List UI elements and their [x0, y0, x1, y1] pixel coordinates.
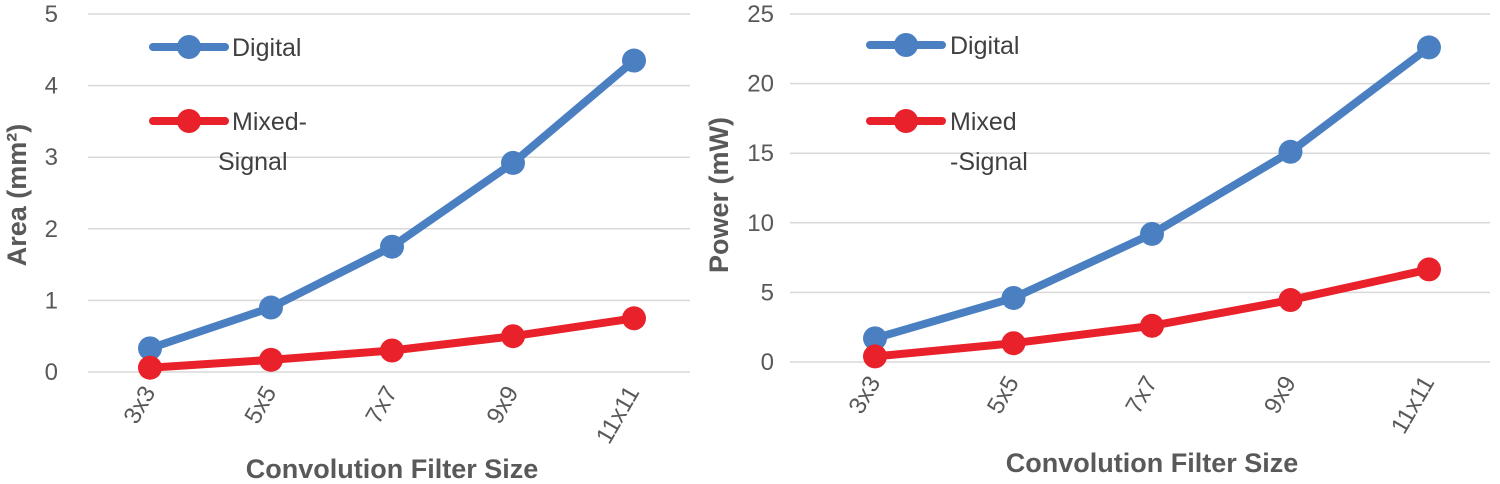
area-chart: Area (mm²) Convolution Filter Size Digit… [2, 1, 690, 484]
series-line-digital [146, 56, 638, 353]
data-point-digital [380, 234, 404, 259]
gridlines [790, 13, 1490, 363]
data-point-mixed-signal [138, 355, 162, 380]
data-point-mixed-signal [863, 344, 887, 369]
x-tick-label: 5x5 [239, 382, 282, 429]
data-point-mixed-signal [1278, 288, 1303, 313]
legend-label-digital: Digital [232, 34, 301, 62]
data-point-mixed-signal [1417, 257, 1441, 282]
y-tick-label: 3 [45, 144, 58, 171]
x-tick-label: 7x7 [360, 382, 403, 429]
y-tick-label: 0 [45, 359, 58, 386]
legend-item-mixed-signal: Mixed -Signal [866, 108, 1028, 176]
y-axis-label: Power (mW) [704, 117, 734, 273]
legend-item-mixed-signal: Mixed- Signal [149, 108, 307, 176]
y-tick-label: 25 [747, 1, 774, 28]
y-tick-label: 20 [747, 71, 774, 98]
y-axis-label: Area (mm²) [2, 124, 32, 267]
legend: Digital Mixed -Signal [866, 32, 1028, 176]
y-tick-label: 15 [747, 140, 774, 167]
legend-marker-digital [177, 35, 201, 59]
y-tick-label: 2 [45, 216, 58, 243]
x-tick-label: 3x3 [118, 382, 161, 429]
data-point-mixed-signal [380, 338, 404, 363]
x-tick-label: 5x5 [982, 372, 1025, 419]
data-point-digital [622, 48, 646, 73]
gridlines [88, 13, 690, 373]
data-point-mixed-signal [1001, 331, 1026, 356]
data-point-digital [138, 336, 162, 361]
data-point-mixed-signal [259, 347, 283, 372]
x-axis-label: Convolution Filter Size [1006, 448, 1299, 478]
y-tick-label: 1 [45, 287, 58, 314]
data-point-mixed-signal [501, 324, 525, 349]
power-chart: Power (mW) Convolution Filter Size Digit… [704, 1, 1490, 478]
legend-label-mixed-signal-line2: -Signal [950, 148, 1028, 176]
data-point-digital [259, 295, 283, 320]
x-tick-label: 3x3 [843, 372, 886, 419]
series-line-digital [871, 43, 1433, 343]
data-point-digital [1001, 285, 1026, 310]
y-tick-label: 0 [761, 349, 774, 376]
y-tick-label: 4 [45, 73, 58, 100]
legend-item-digital: Digital [149, 34, 301, 62]
data-point-digital [1417, 35, 1441, 60]
legend-label-mixed-signal-line2: Signal [218, 148, 288, 176]
x-tick-label: 9x9 [1259, 372, 1302, 419]
x-tick-label: 11x11 [1386, 372, 1440, 439]
y-tick-label: 10 [747, 210, 774, 237]
legend-label-mixed-signal-line1: Mixed [950, 108, 1017, 136]
data-point-digital [501, 150, 525, 175]
legend-marker-mixed-signal [894, 109, 918, 133]
data-point-digital [863, 326, 887, 351]
x-tick-label: 11x11 [591, 382, 645, 449]
x-tick-label: 7x7 [1120, 372, 1163, 419]
y-tick-label: 5 [45, 1, 58, 28]
data-point-digital [1140, 221, 1164, 246]
x-tick-label: 9x9 [481, 382, 524, 429]
legend-item-digital: Digital [866, 32, 1019, 60]
legend: Digital Mixed- Signal [149, 34, 307, 176]
legend-marker-mixed-signal [177, 109, 201, 133]
data-point-mixed-signal [1140, 313, 1164, 338]
data-point-digital [1278, 139, 1303, 164]
legend-marker-digital [894, 33, 918, 57]
data-point-mixed-signal [622, 306, 646, 331]
legend-label-digital: Digital [950, 32, 1019, 60]
legend-label-mixed-signal-line1: Mixed- [232, 108, 307, 136]
y-tick-label: 5 [761, 279, 774, 306]
x-axis-label: Convolution Filter Size [246, 454, 539, 484]
